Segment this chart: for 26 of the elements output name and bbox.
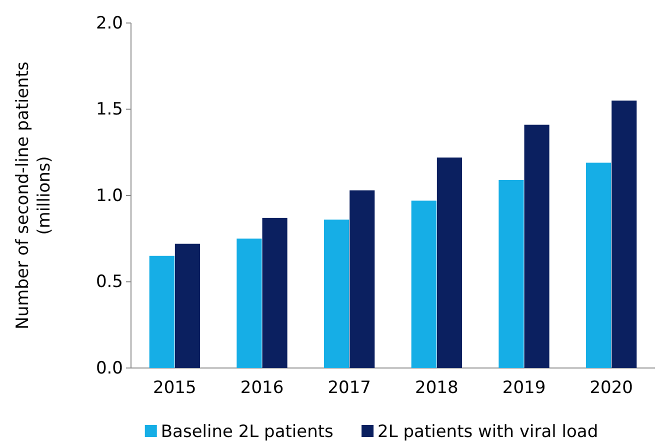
y-tick-label: 0.0: [96, 358, 123, 378]
y-axis-title: Number of second-line patients (millions): [13, 62, 54, 330]
y-tick-label: 1.0: [96, 186, 123, 206]
bar: [174, 244, 200, 368]
bar: [236, 238, 262, 368]
bar: [498, 180, 524, 368]
bar: [524, 124, 550, 368]
x-tick-label: 2018: [415, 378, 458, 398]
x-tick-label: 2020: [590, 378, 633, 398]
bar: [436, 158, 462, 368]
x-tick-label: 2017: [328, 378, 371, 398]
y-tick-label: 0.5: [96, 272, 123, 292]
legend-label: Baseline 2L patients: [160, 422, 334, 442]
bar: [612, 100, 637, 368]
x-tick-label: 2015: [153, 378, 196, 398]
y-tick-label: 1.5: [96, 100, 123, 120]
bar: [350, 190, 375, 368]
bar: [411, 200, 436, 368]
legend-label: 2L patients with viral load: [378, 422, 598, 442]
bar: [324, 220, 350, 368]
bar: [149, 256, 174, 368]
bar: [586, 162, 612, 368]
y-tick-label: 2.0: [96, 13, 123, 34]
x-tick-label: 2019: [502, 378, 546, 398]
bar: [262, 218, 288, 368]
x-tick-label: 2016: [240, 378, 284, 398]
